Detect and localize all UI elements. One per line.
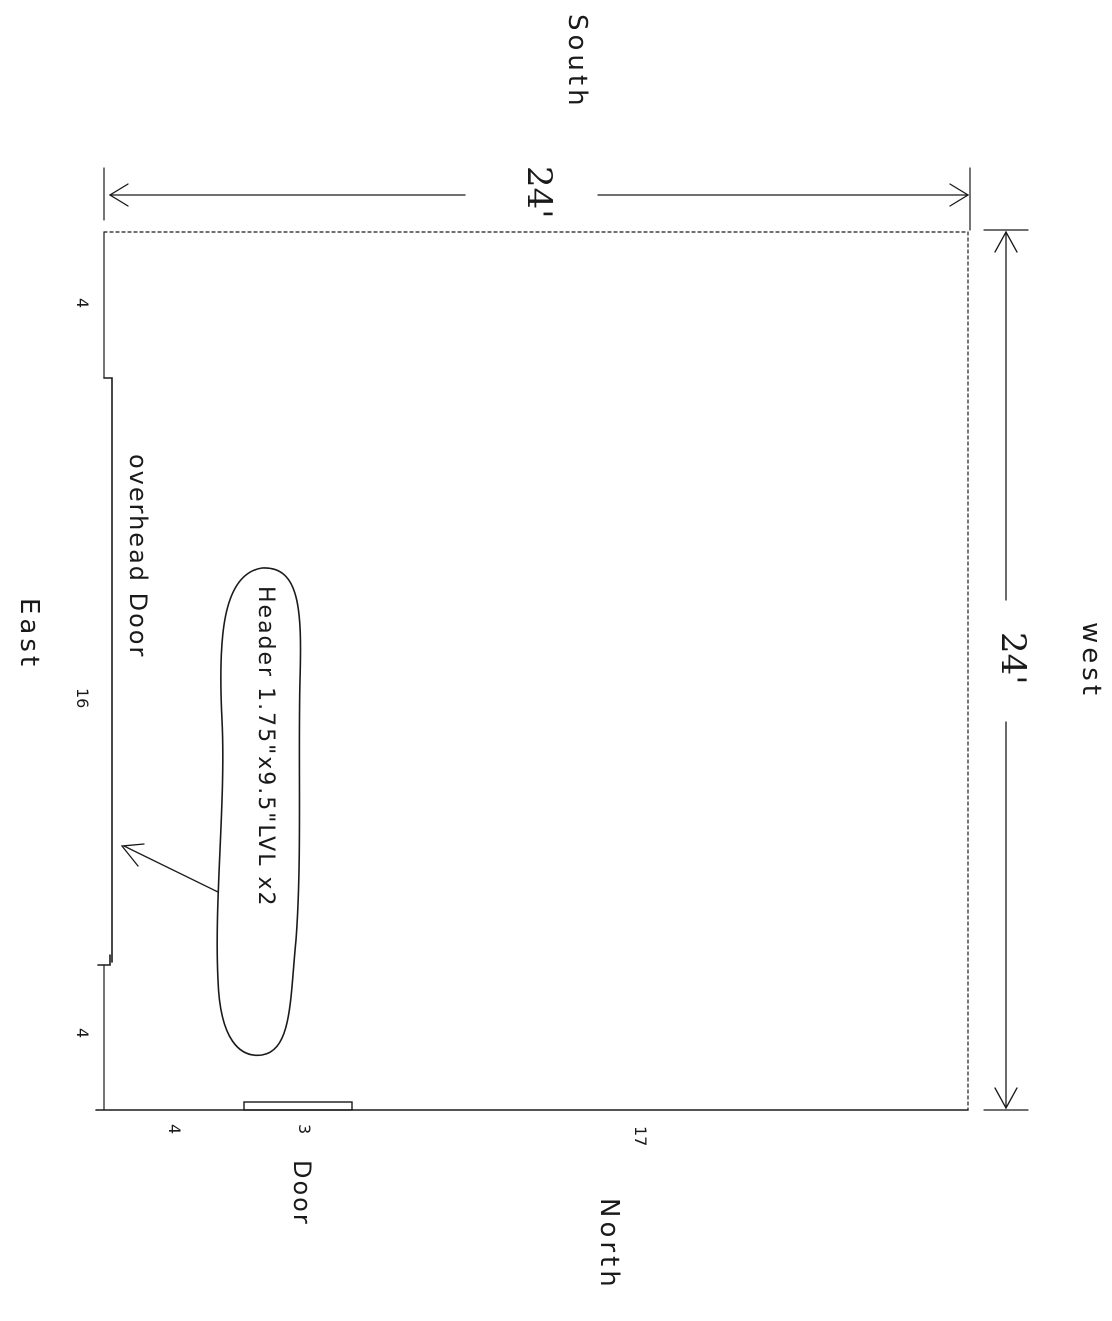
east-segment-a: 4 xyxy=(73,298,92,309)
south-dimension-label: 24' xyxy=(519,166,559,219)
header-callout-text: Header 1.75"x9.5"LVL x2 xyxy=(253,586,278,908)
west-dim-arrow-bottom xyxy=(994,1087,1018,1110)
overhead-door-label: overhead Door xyxy=(124,454,152,659)
north-label: North xyxy=(594,1198,624,1291)
north-door-opening xyxy=(243,1101,353,1111)
west-label: west xyxy=(1076,622,1106,700)
south-dim-arrow-left xyxy=(108,183,129,207)
door-label: Door xyxy=(288,1160,316,1226)
east-segment-c: 4 xyxy=(73,1028,92,1039)
overhead-door-opening xyxy=(97,377,113,966)
west-dim-arrow-top xyxy=(994,230,1018,253)
east-label: East xyxy=(14,598,44,671)
callout-leader-line xyxy=(123,845,219,893)
north-segment-b: 3 xyxy=(295,1124,314,1135)
callout-leader-arrowhead xyxy=(120,843,145,867)
south-label: South xyxy=(562,14,592,110)
north-segment-a: 4 xyxy=(165,1124,184,1135)
south-dim-arrow-right xyxy=(949,183,970,207)
header-callout-bubble xyxy=(216,567,302,1057)
east-segment-b: 16 xyxy=(73,688,92,709)
west-dimension-label: 24' xyxy=(993,632,1033,685)
north-segment-c: 17 xyxy=(631,1126,650,1147)
